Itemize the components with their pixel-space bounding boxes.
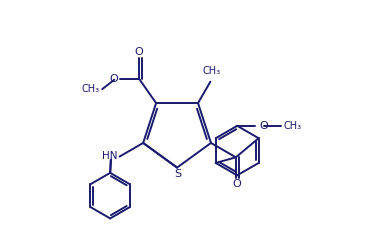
Text: HN: HN	[101, 151, 117, 161]
Text: CH₃: CH₃	[82, 84, 100, 94]
Text: S: S	[175, 169, 182, 179]
Text: O: O	[233, 179, 242, 189]
Text: O: O	[135, 47, 144, 57]
Text: CH₃: CH₃	[283, 121, 301, 131]
Text: O: O	[259, 121, 268, 131]
Text: O: O	[110, 74, 118, 84]
Text: CH₃: CH₃	[202, 66, 220, 76]
